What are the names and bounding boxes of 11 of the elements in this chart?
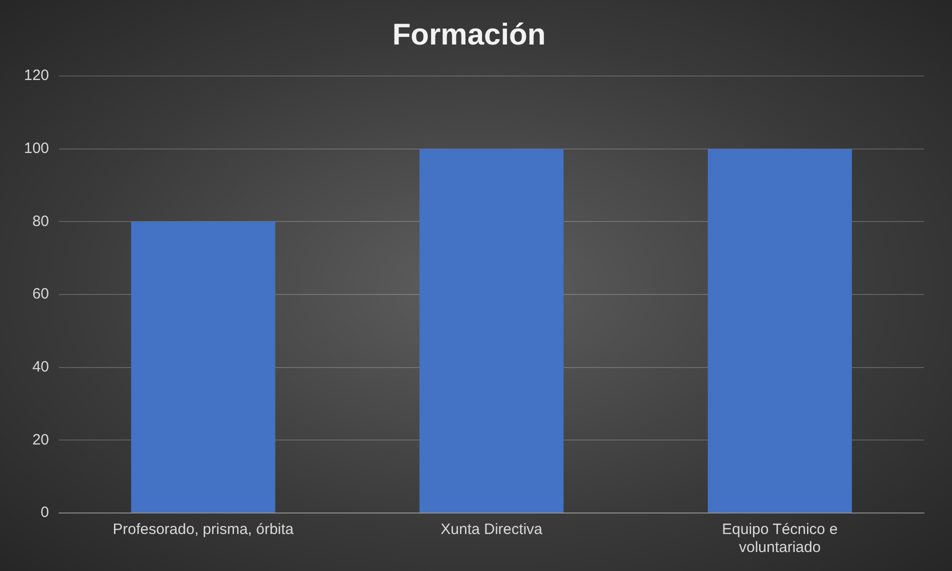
y-tick-label: 20: [32, 431, 50, 448]
y-tick-label: 40: [32, 358, 50, 376]
x-tick-label: Equipo Técnico e voluntariado: [722, 521, 838, 556]
y-tick-label: 80: [32, 212, 50, 230]
y-tick-label: 0: [40, 504, 50, 522]
y-tick-label: 100: [24, 140, 50, 157]
y-tick-label: 60: [32, 286, 50, 303]
x-tick-label: Xunta Directiva: [440, 521, 544, 538]
chart-title: Formación: [392, 18, 546, 52]
x-tick-label: Profesorado, prisma, órbita: [112, 521, 294, 538]
y-tick-label: 120: [24, 67, 50, 84]
